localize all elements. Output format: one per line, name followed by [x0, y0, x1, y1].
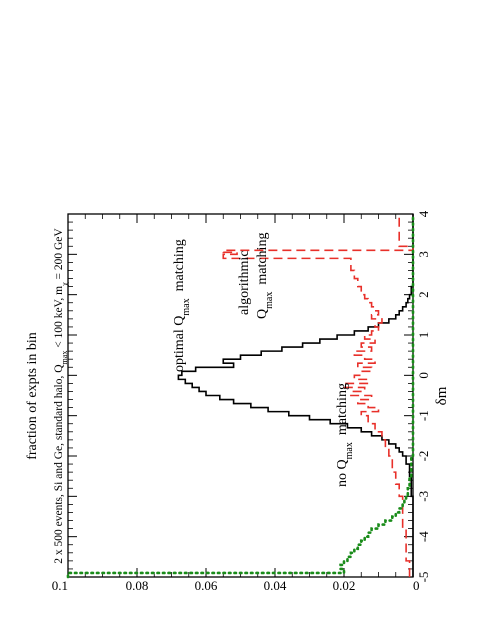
x-tick-label: 0 — [416, 372, 431, 379]
x-tick-label: -1 — [416, 410, 431, 421]
annotation-no-matching: no Qmax matching — [335, 383, 355, 487]
y-tick-label: 0.06 — [195, 578, 218, 593]
series-line-0 — [177, 214, 414, 577]
chart-title: 2 x 500 events, Si and Ge, standard halo… — [53, 228, 69, 564]
x-axis-label: fraction of expts in bin — [25, 332, 40, 460]
y-tick-label: 0 — [413, 578, 420, 593]
x-tick-label: 3 — [416, 251, 431, 258]
y-tick-label: 0.02 — [333, 578, 356, 593]
annotation-optimal: optimal Qmax matching — [172, 239, 192, 372]
annotation-algorithmic-line2: Qmax matching — [255, 233, 275, 319]
series-line-2 — [66, 212, 415, 579]
axis-ticks: -5 -4 -3 -2 -1 0 1 2 3 4 0 0.02 0.04 0.06 0.08 0.1 — [52, 210, 431, 593]
x-tick-label: 1 — [416, 332, 431, 339]
series-layer — [66, 212, 415, 579]
annotation-algorithmic-line1: algorithmic — [237, 250, 252, 315]
y-tick-label: 0.1 — [52, 578, 68, 593]
rotated-plot: -5 -4 -3 -2 -1 0 1 2 3 4 0 0.02 0.04 0.06 0.08 0.1 2 x … — [52, 210, 450, 593]
x-tick-label: -5 — [416, 572, 431, 583]
y-tick-label: 0.04 — [264, 578, 287, 593]
x-tick-label: 4 — [416, 210, 431, 217]
x-tick-label: 2 — [416, 291, 431, 298]
series-line-1 — [222, 214, 414, 577]
y-axis-label: δm — [434, 386, 450, 405]
y-tick-label: 0.08 — [126, 578, 149, 593]
x-tick-label: -2 — [416, 451, 431, 462]
x-tick-label: -4 — [416, 531, 431, 542]
x-tick-label: -3 — [416, 491, 431, 502]
